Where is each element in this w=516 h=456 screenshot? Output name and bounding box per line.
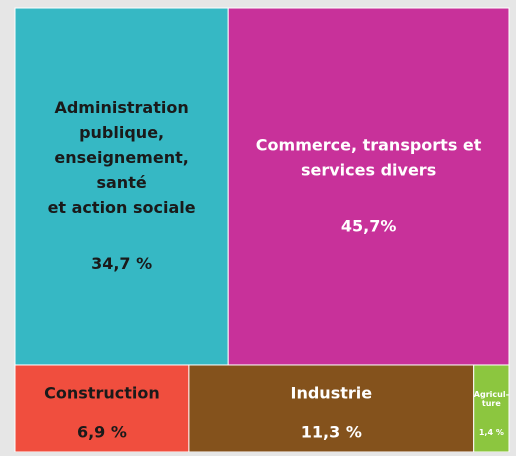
cell-value-label: 34,7 % [91, 254, 152, 273]
cell-label: services divers [301, 160, 436, 179]
cell-label: enseignement, [54, 148, 188, 167]
cell-label: Commerce, transports et [256, 135, 482, 154]
cell-label: publique, [79, 123, 164, 142]
treemap-cell [227, 7, 510, 366]
cell-value-label: 6,9 % [77, 422, 127, 441]
cell-label: Industrie [291, 383, 373, 402]
cell-label: ture [482, 399, 501, 408]
cell-label: Agricul- [474, 390, 509, 399]
cell-value-label: 11,3 % [301, 422, 362, 441]
treemap-cell [14, 364, 190, 453]
treemap-cell [14, 7, 229, 366]
cell-label: Administration [54, 98, 188, 117]
treemap-cell [188, 364, 475, 453]
cell-value-label: 45,7% [341, 216, 397, 235]
cell-label: santé [96, 173, 146, 192]
cell-value-label: 1,4 % [479, 428, 504, 437]
cell-label: Construction [44, 383, 160, 402]
cell-label: et action sociale [48, 198, 196, 217]
treemap-cell [473, 364, 510, 453]
